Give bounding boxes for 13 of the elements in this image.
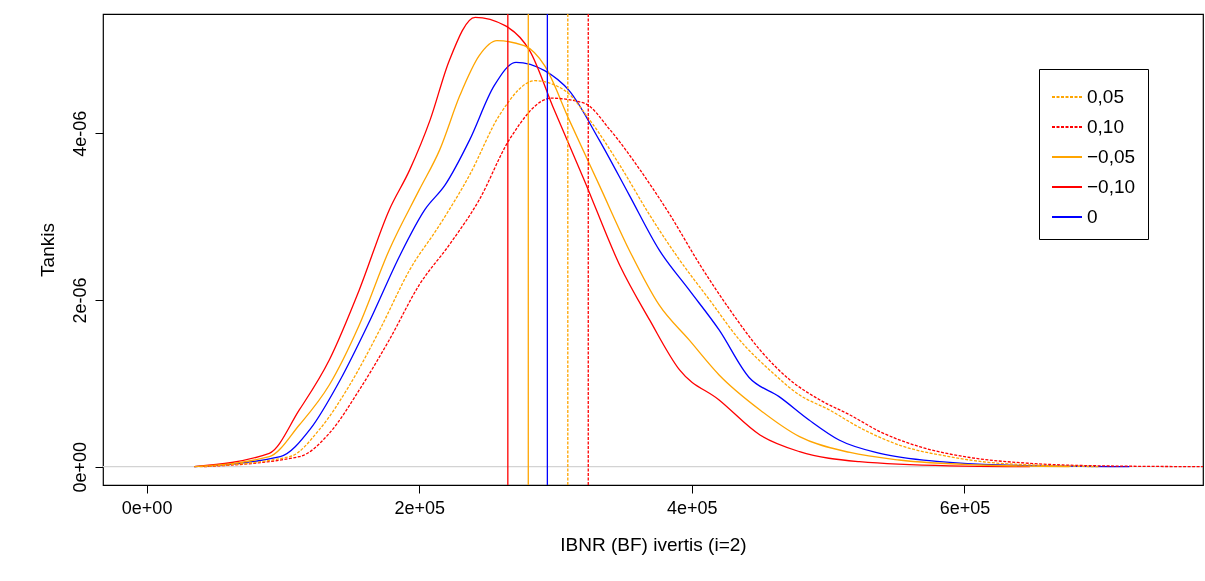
y-axis-title: Tankis [36,223,58,277]
legend-label: 0,10 [1087,116,1124,137]
legend-label: −0,10 [1087,176,1136,197]
x-tick-label: 6e+05 [939,497,991,518]
legend-label: −0,05 [1087,146,1136,167]
x-tick-label: 2e+05 [394,497,446,518]
x-tick-label: 4e+05 [667,497,718,518]
legend-label: 0 [1087,206,1098,227]
legend-label: 0,05 [1087,86,1124,107]
y-tick-label: 4e-06 [69,110,90,157]
x-tick-label: 0e+00 [121,497,173,518]
y-tick-label: 2e-06 [69,277,90,324]
x-axis-title: IBNR (BF) ivertis (i=2) [560,533,747,555]
